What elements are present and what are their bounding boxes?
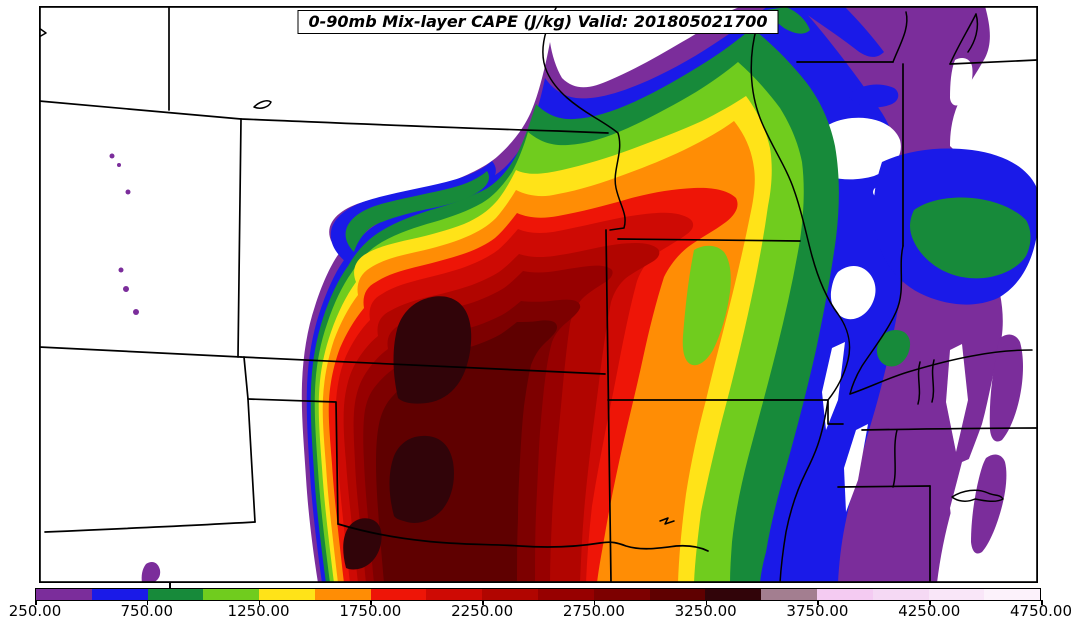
colorbar-tick: [482, 600, 484, 605]
confluence-river: [917, 361, 921, 405]
oklahoma-lake-mark: [659, 517, 675, 525]
colorbar-segment-1250: [259, 589, 315, 600]
se-purple-streak: [989, 334, 1023, 442]
colorado-purple-speck: [123, 286, 129, 292]
bottomleft-purple-patch: [141, 562, 161, 583]
missouri-lime-tongue: [682, 245, 731, 366]
colorado-purple-speck: [133, 309, 139, 315]
colorbar-segment-2750: [593, 589, 650, 600]
hook-green-band: [345, 171, 489, 252]
colorbar-tick-label: 4250.00: [898, 602, 961, 620]
white-hole: [830, 266, 876, 320]
colorbar-tick: [370, 600, 372, 605]
hook-blue-band: [330, 161, 496, 262]
colorbar-segment-500: [91, 589, 148, 600]
colorbar-tick: [258, 600, 261, 605]
colorbar-tick: [929, 600, 931, 605]
colorbar-tick-label: 2750.00: [562, 602, 625, 620]
topright-blue-band: [795, 6, 884, 57]
colorbar-segment-2250: [482, 589, 539, 600]
colorbar-tick-label: 3750.00: [786, 602, 849, 620]
colorbar-segment-3250: [705, 589, 762, 600]
map-frame-border: [39, 6, 1038, 583]
colorbar-segment-3750: [816, 589, 873, 600]
lake-michigan-shore: [949, 13, 977, 65]
indiana-green-blob: [910, 197, 1031, 279]
colorbar-tick-label: 3250.00: [674, 602, 737, 620]
colorbar-tick-label: 1750.00: [339, 602, 402, 620]
mississippi-river: [750, 25, 851, 583]
colorbar-segment-2500: [538, 589, 594, 600]
colorbar-segment-3500: [761, 589, 817, 600]
colorbar-tick-label: 250.00: [8, 602, 62, 620]
confluence-river: [931, 359, 935, 403]
alabama-river-squiggle: [951, 489, 1004, 503]
colorbar-tick: [817, 600, 819, 605]
river-lines: [39, 6, 1033, 583]
se-purple-streak: [971, 454, 1007, 554]
colorbar-tick: [1041, 600, 1043, 605]
lake-michigan-shore: [892, 11, 908, 63]
kentucky-green-patch: [876, 330, 911, 367]
colorado-purple-speck: [117, 163, 121, 167]
colorbar-segment-4000: [872, 589, 929, 600]
white-hole: [950, 58, 973, 106]
nebraska-lake: [253, 100, 272, 109]
topright-blue-patch: [849, 84, 899, 108]
left-frame-mark: [39, 27, 47, 38]
colorbar-segment-3000: [649, 589, 706, 600]
contour-fills: [109, 6, 1038, 583]
white-hole: [844, 424, 868, 512]
colorbar-tick: [35, 600, 37, 605]
contour-region: [389, 435, 454, 523]
colorbar-tick-label: 2250.00: [451, 602, 514, 620]
white-hole: [950, 456, 976, 558]
colorbar-segment-2000: [426, 589, 483, 600]
colorbar-segment-1500: [314, 589, 371, 600]
colorbar-segment-1750: [370, 589, 427, 600]
colorado-purple-speck: [125, 189, 131, 195]
colorbar-segment-4250: [928, 589, 985, 600]
cape-map: [39, 6, 1038, 583]
ohio-river: [849, 349, 1033, 395]
colorbar-tick: [593, 600, 596, 605]
wabash-river: [849, 245, 904, 395]
colorado-purple-speck: [109, 153, 115, 159]
colorbar-segment-4500: [984, 589, 1041, 600]
colorbar-segment-1000: [203, 589, 260, 600]
michigan-border-curve: [967, 13, 979, 53]
colorbar-tick: [146, 600, 149, 605]
white-hole: [946, 344, 968, 452]
colorbar-tick-label: 1250.00: [227, 602, 290, 620]
colorbar: [35, 588, 1041, 601]
contour-region: [343, 518, 382, 570]
missouri-river: [542, 6, 626, 231]
contour-region: [393, 296, 472, 404]
colorado-purple-speck: [118, 267, 124, 273]
colorbar-tick-label: 750.00: [120, 602, 174, 620]
colorbar-segment-750: [147, 589, 204, 600]
frame-tick: [169, 583, 171, 588]
map-title: 0-90mb Mix-layer CAPE (J/kg) Valid: 2018…: [297, 10, 779, 34]
colorbar-segment-250: [36, 589, 92, 600]
tennessee-river: [892, 429, 898, 488]
colorbar-tick-label: 4750.00: [1009, 602, 1073, 620]
colorbar-tick: [705, 600, 708, 605]
